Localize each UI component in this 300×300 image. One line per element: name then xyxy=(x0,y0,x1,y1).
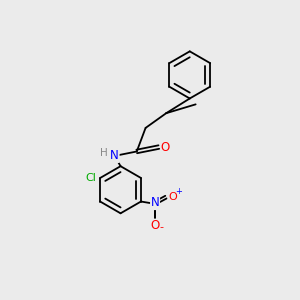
Text: O: O xyxy=(151,219,160,232)
Text: N: N xyxy=(110,149,119,162)
Text: N: N xyxy=(151,196,160,209)
Text: -: - xyxy=(160,222,164,233)
Text: Cl: Cl xyxy=(85,173,96,183)
Text: O: O xyxy=(161,141,170,154)
Text: +: + xyxy=(175,187,182,196)
Text: H: H xyxy=(100,148,107,158)
Text: O: O xyxy=(168,192,177,202)
